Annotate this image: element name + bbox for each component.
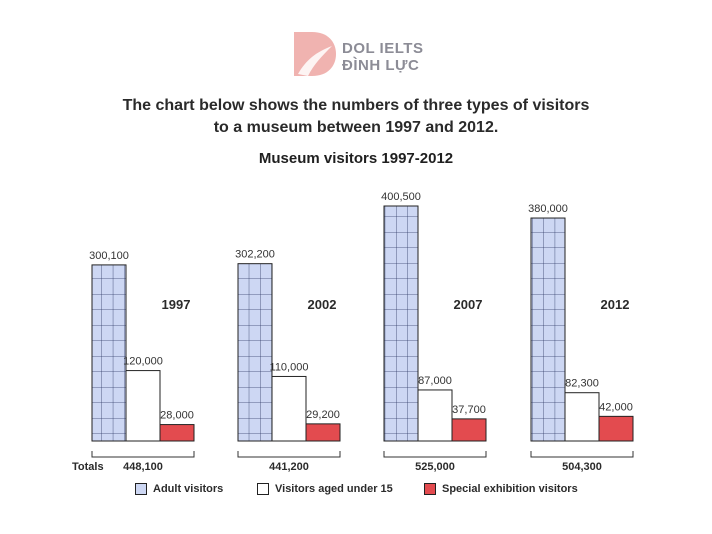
data-label-adult-2007: 400,500 xyxy=(381,191,421,203)
total-value-2012: 504,300 xyxy=(562,461,602,473)
bar-adult-2002 xyxy=(237,263,273,442)
brand-line-1: DOL IELTS xyxy=(342,40,424,57)
task-heading: The chart below shows the numbers of thr… xyxy=(0,95,712,139)
bar-special-2007 xyxy=(451,418,487,442)
data-label-special-2007: 37,700 xyxy=(452,404,486,416)
heading-line-1: The chart below shows the numbers of thr… xyxy=(122,97,590,114)
bar-under15-2012 xyxy=(564,392,600,442)
data-label-under15-2007: 87,000 xyxy=(418,375,452,387)
data-label-under15-2012: 82,300 xyxy=(565,378,599,390)
total-bracket-1997 xyxy=(91,451,195,458)
legend-item-adult: Adult visitors xyxy=(135,483,223,495)
bar-special-2002 xyxy=(305,423,341,442)
bar-under15-2002 xyxy=(271,375,307,442)
legend-label-special: Special exhibition visitors xyxy=(442,483,578,495)
data-label-adult-2012: 380,000 xyxy=(528,203,568,215)
legend-swatch-adult xyxy=(135,483,147,495)
bar-special-1997 xyxy=(159,424,195,442)
category-label-2007: 2007 xyxy=(454,297,483,312)
legend-swatch-under15 xyxy=(257,483,269,495)
brand-logo: DOL IELTS ĐÌNH LỰC xyxy=(292,30,432,80)
total-value-1997: 448,100 xyxy=(123,461,163,473)
bar-adult-2007 xyxy=(383,205,419,442)
bar-adult-1997 xyxy=(91,264,127,442)
data-label-adult-2002: 302,200 xyxy=(235,249,275,261)
data-label-special-1997: 28,000 xyxy=(160,410,194,422)
legend-label-under15: Visitors aged under 15 xyxy=(275,483,393,495)
category-label-2012: 2012 xyxy=(601,297,630,312)
legend-swatch-special xyxy=(424,483,436,495)
brand-line-2: ĐÌNH LỰC xyxy=(342,57,420,74)
brand-name: DOL IELTS ĐÌNH LỰC xyxy=(342,40,423,74)
legend-item-under15: Visitors aged under 15 xyxy=(257,483,393,495)
totals-label: Totals xyxy=(72,461,104,473)
legend-item-special: Special exhibition visitors xyxy=(424,483,578,495)
legend: Adult visitors Visitors aged under 15 Sp… xyxy=(0,483,712,503)
total-bracket-2012 xyxy=(530,451,634,458)
bar-adult-2012 xyxy=(530,217,566,442)
category-label-2002: 2002 xyxy=(308,297,337,312)
bar-under15-2007 xyxy=(417,389,453,442)
bar-special-2012 xyxy=(598,415,634,442)
total-bracket-2007 xyxy=(383,451,487,458)
total-bracket-2002 xyxy=(237,451,341,458)
data-label-special-2012: 42,000 xyxy=(599,401,633,413)
brand-logo-icon xyxy=(294,32,336,76)
total-value-2007: 525,000 xyxy=(415,461,455,473)
chart-title: Museum visitors 1997-2012 xyxy=(258,150,454,167)
bar-under15-1997 xyxy=(125,370,161,442)
category-label-1997: 1997 xyxy=(162,297,191,312)
heading-line-2: to a museum between 1997 and 2012. xyxy=(213,119,499,136)
data-label-special-2002: 29,200 xyxy=(306,409,340,421)
total-value-2002: 441,200 xyxy=(269,461,309,473)
data-label-adult-1997: 300,100 xyxy=(89,250,129,262)
legend-label-adult: Adult visitors xyxy=(153,483,224,495)
data-label-under15-2002: 110,000 xyxy=(270,361,309,373)
data-label-under15-1997: 120,000 xyxy=(123,356,163,368)
